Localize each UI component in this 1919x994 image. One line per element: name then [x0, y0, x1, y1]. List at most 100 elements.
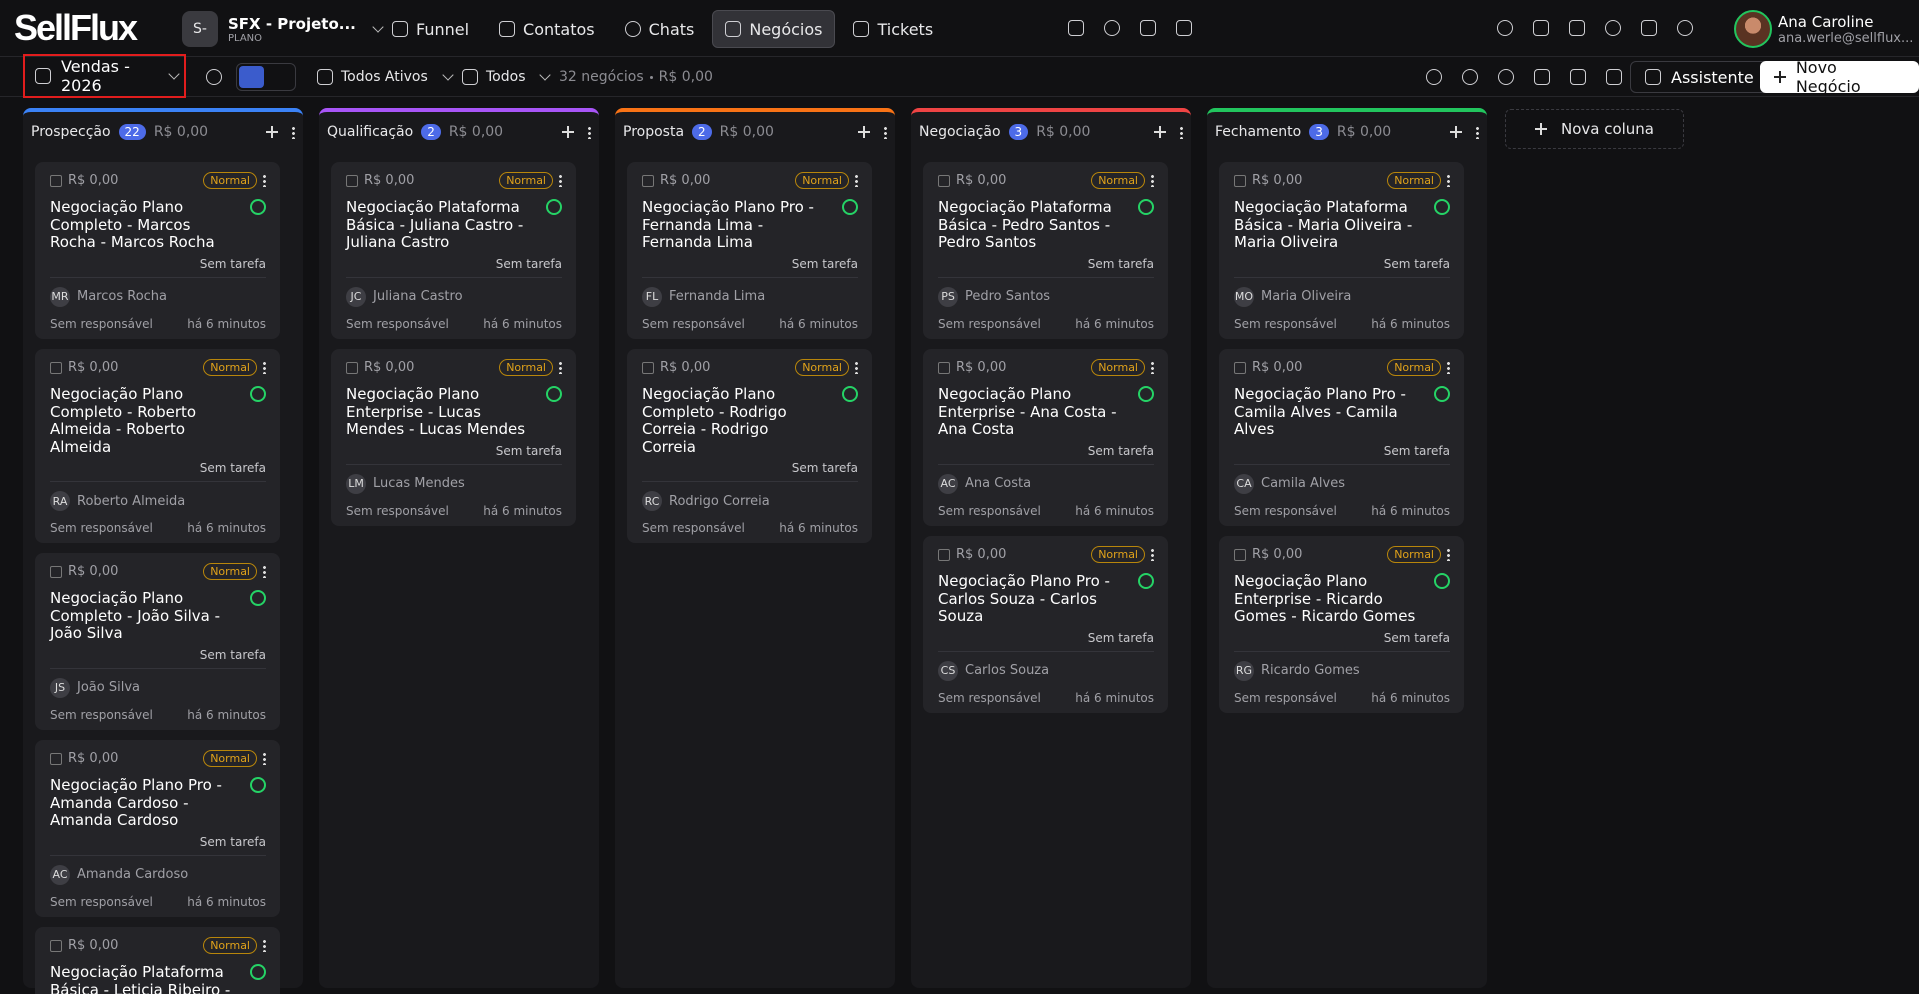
- whatsapp-icon[interactable]: [250, 386, 266, 402]
- whatsapp-icon[interactable]: [1434, 199, 1450, 215]
- column-menu[interactable]: [292, 125, 295, 139]
- owner: Sem responsável: [50, 707, 153, 722]
- card-menu[interactable]: [263, 361, 266, 374]
- card-menu[interactable]: [1447, 548, 1450, 561]
- kanban-view[interactable]: [239, 66, 264, 88]
- card-top: R$ 0,00 Normal: [642, 172, 858, 189]
- card-menu[interactable]: [263, 752, 266, 765]
- add-card-button[interactable]: [858, 126, 870, 138]
- export-icon[interactable]: [1570, 69, 1586, 85]
- language-icon[interactable]: [1605, 20, 1621, 36]
- status-filter-label: Todos Ativos: [341, 69, 428, 85]
- deal-title-text: Negociação Plataforma Básica - Leticia R…: [50, 963, 231, 994]
- card-menu[interactable]: [559, 361, 562, 374]
- whatsapp-icon[interactable]: [842, 199, 858, 215]
- inbox-icon[interactable]: [1569, 20, 1585, 36]
- contact: RC Rodrigo Correia: [642, 481, 858, 511]
- settings-icon[interactable]: [206, 69, 222, 85]
- card-menu[interactable]: [1151, 548, 1154, 561]
- team-icon[interactable]: [1462, 69, 1478, 85]
- deal-card[interactable]: R$ 0,00 Normal Negociação Plano Completo -…: [35, 349, 280, 543]
- message-icon[interactable]: [1104, 20, 1120, 36]
- whatsapp-icon[interactable]: [1138, 386, 1154, 402]
- column-menu[interactable]: [588, 125, 591, 139]
- card-menu[interactable]: [1447, 361, 1450, 374]
- filter-icon[interactable]: [1534, 69, 1550, 85]
- search-icon[interactable]: [1426, 69, 1442, 85]
- user-icon[interactable]: [1498, 69, 1514, 85]
- add-column-button[interactable]: Nova coluna: [1505, 109, 1684, 149]
- search-icon[interactable]: [1497, 20, 1513, 36]
- nav-item[interactable]: Negócios: [712, 10, 836, 48]
- contact-initials: MR: [50, 286, 70, 307]
- nav-item[interactable]: Tickets: [841, 10, 945, 48]
- card-menu[interactable]: [1151, 174, 1154, 187]
- nav-item[interactable]: Contatos: [487, 10, 607, 48]
- owner-filter[interactable]: Todos: [462, 64, 555, 90]
- deal-card[interactable]: R$ 0,00 Normal Negociação Plano Enterprise…: [923, 349, 1168, 526]
- card-top: R$ 0,00 Normal: [642, 359, 858, 376]
- deal-card[interactable]: R$ 0,00 Normal Negociação Plano Pro - Aman…: [35, 740, 280, 917]
- reports-icon[interactable]: [1176, 20, 1192, 36]
- card-menu[interactable]: [1447, 174, 1450, 187]
- deal-card[interactable]: R$ 0,00 Normal Negociação Plano Completo -…: [35, 553, 280, 730]
- column-menu[interactable]: [1476, 125, 1479, 139]
- apps-icon[interactable]: [1533, 20, 1549, 36]
- deal-card[interactable]: R$ 0,00 Normal Negociação Plano Enterprise…: [331, 349, 576, 526]
- deal-card[interactable]: R$ 0,00 Normal Negociação Plataforma Básic…: [35, 927, 280, 994]
- deal-card[interactable]: R$ 0,00 Normal Negociação Plataforma Básic…: [923, 162, 1168, 339]
- user-menu[interactable]: Ana Caroline ana.werle@sellflux...: [1734, 10, 1913, 48]
- whatsapp-icon[interactable]: [842, 386, 858, 402]
- view-toggle[interactable]: [236, 63, 296, 91]
- new-deal-button[interactable]: Novo Negócio: [1760, 58, 1919, 96]
- main-nav: Funnel Contatos Chats Negócios Tickets: [380, 10, 945, 48]
- mail-icon[interactable]: [1068, 20, 1084, 36]
- whatsapp-icon[interactable]: [250, 199, 266, 215]
- whatsapp-icon[interactable]: [1138, 573, 1154, 589]
- nav-item[interactable]: Funnel: [380, 10, 481, 48]
- whatsapp-icon[interactable]: [250, 777, 266, 793]
- whatsapp-icon[interactable]: [546, 199, 562, 215]
- card-menu[interactable]: [1151, 361, 1154, 374]
- whatsapp-icon[interactable]: [1434, 386, 1450, 402]
- deal-card[interactable]: R$ 0,00 Normal Negociação Plano Pro - Carl…: [923, 536, 1168, 713]
- pipeline-selector[interactable]: Vendas - 2026: [23, 54, 186, 98]
- workspace-switcher[interactable]: S- SFX - Projeto... PLANO: [182, 11, 388, 47]
- status-filter[interactable]: Todos Ativos: [317, 64, 458, 90]
- list-view[interactable]: [268, 66, 293, 88]
- deal-card[interactable]: R$ 0,00 Normal Negociação Plataforma Básic…: [331, 162, 576, 339]
- nav-item[interactable]: Chats: [613, 10, 707, 48]
- logo[interactable]: SellFlux: [14, 7, 138, 48]
- card-menu[interactable]: [855, 361, 858, 374]
- checklist-icon[interactable]: [1606, 69, 1622, 85]
- add-card-button[interactable]: [562, 126, 574, 138]
- column-menu[interactable]: [1180, 125, 1183, 139]
- card-menu[interactable]: [263, 565, 266, 578]
- whatsapp-icon[interactable]: [250, 964, 266, 980]
- expand-icon: [50, 939, 62, 952]
- deal-card[interactable]: R$ 0,00 Normal Negociação Plano Enterprise…: [1219, 536, 1464, 713]
- card-menu[interactable]: [263, 939, 266, 952]
- card-menu[interactable]: [855, 174, 858, 187]
- add-card-button[interactable]: [1450, 126, 1462, 138]
- whatsapp-icon[interactable]: [1434, 573, 1450, 589]
- whatsapp-icon[interactable]: [250, 590, 266, 606]
- add-card-button[interactable]: [266, 126, 278, 138]
- card-menu[interactable]: [559, 174, 562, 187]
- whatsapp-icon[interactable]: [1138, 199, 1154, 215]
- deal-card[interactable]: R$ 0,00 Normal Negociação Plano Pro - Cami…: [1219, 349, 1464, 526]
- workspace-plan: PLANO: [228, 32, 263, 44]
- deal-card[interactable]: R$ 0,00 Normal Negociação Plataforma Básic…: [1219, 162, 1464, 339]
- deal-card[interactable]: R$ 0,00 Normal Negociação Plano Completo -…: [35, 162, 280, 339]
- calendar-icon[interactable]: [1140, 20, 1156, 36]
- deal-card[interactable]: R$ 0,00 Normal Negociação Plano Pro - Fern…: [627, 162, 872, 339]
- column-menu[interactable]: [884, 125, 887, 139]
- docs-icon[interactable]: [1641, 20, 1657, 36]
- card-footer: Sem responsável há 6 minutos: [642, 317, 858, 331]
- add-card-button[interactable]: [1154, 126, 1166, 138]
- card-menu[interactable]: [263, 174, 266, 187]
- assistant-button[interactable]: Assistente: [1630, 61, 1769, 93]
- deal-card[interactable]: R$ 0,00 Normal Negociação Plano Completo -…: [627, 349, 872, 543]
- whatsapp-icon[interactable]: [546, 386, 562, 402]
- support-icon[interactable]: [1677, 20, 1693, 36]
